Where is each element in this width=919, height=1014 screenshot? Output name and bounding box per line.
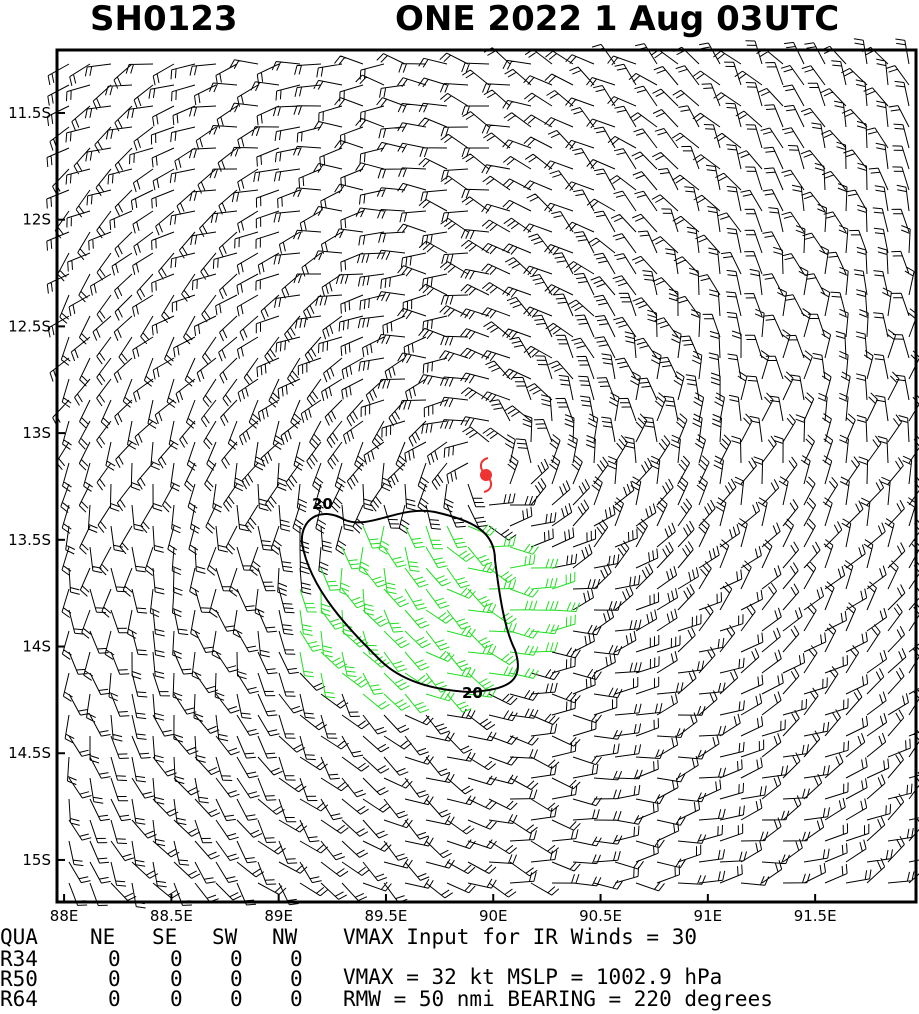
x-tick-label: 90.5E bbox=[579, 907, 622, 925]
table-cell: R34 bbox=[0, 947, 38, 971]
wind-barbs bbox=[46, 38, 919, 909]
axes: 88E 88.5E 89E 89.5E 90E 90.5E 91E 91.5E 11.5S 12S… bbox=[8, 104, 837, 925]
table-header: QUA bbox=[0, 925, 38, 949]
contour bbox=[300, 509, 519, 694]
x-tick-label: 89.5E bbox=[365, 907, 408, 925]
table-cell: 0 bbox=[108, 987, 121, 1011]
x-tick-label: 91.5E bbox=[794, 907, 837, 925]
table-cell: 0 bbox=[230, 987, 243, 1011]
table-cell: R50 bbox=[0, 967, 38, 991]
info-line: VMAX Input for IR Winds = 30 bbox=[343, 925, 697, 949]
x-tick-label: 88E bbox=[50, 907, 79, 925]
table-cell: 0 bbox=[290, 947, 303, 971]
table-header: NE bbox=[90, 925, 115, 949]
info-line: VMAX = 32 kt MSLP = 1002.9 hPa bbox=[343, 965, 722, 989]
y-tick-label: 14S bbox=[22, 638, 51, 656]
x-tick-label: 90E bbox=[479, 907, 508, 925]
map-frame bbox=[55, 48, 918, 904]
storm-center bbox=[480, 457, 492, 493]
table-header: SW bbox=[212, 925, 238, 949]
y-tick-label: 12.5S bbox=[8, 317, 51, 335]
storm-id: SH0123 bbox=[90, 0, 238, 39]
barb-group bbox=[46, 38, 919, 909]
table-cell: 0 bbox=[290, 967, 303, 991]
barb-group-high bbox=[299, 524, 581, 714]
table-cell: 0 bbox=[170, 967, 183, 991]
storm-time: ONE 2022 1 Aug 03UTC bbox=[395, 0, 839, 39]
y-tick-label: 14.5S bbox=[8, 744, 51, 762]
table-cell: R64 bbox=[0, 987, 38, 1011]
x-tick-label: 91E bbox=[694, 907, 723, 925]
table-cell: 0 bbox=[108, 947, 121, 971]
table-header: NW bbox=[272, 925, 298, 949]
y-tick-label: 12S bbox=[22, 211, 51, 229]
table-cell: 0 bbox=[230, 967, 243, 991]
table-cell: 0 bbox=[290, 987, 303, 1011]
table-cell: 0 bbox=[170, 947, 183, 971]
x-tick-label: 88.5E bbox=[150, 907, 193, 925]
y-tick-label: 13S bbox=[22, 424, 51, 442]
info-line: RMW = 50 nmi BEARING = 220 degrees bbox=[343, 987, 773, 1011]
contour-label: 20 bbox=[462, 684, 483, 702]
table-header: SE bbox=[152, 925, 177, 949]
storm-info: VMAX Input for IR Winds = 30 VMAX = 32 k… bbox=[343, 925, 773, 1011]
table-cell: 0 bbox=[230, 947, 243, 971]
table-cell: 0 bbox=[108, 967, 121, 991]
y-tick-label: 15S bbox=[22, 851, 51, 869]
y-tick-label: 11.5S bbox=[8, 104, 51, 122]
x-tick-label: 89E bbox=[264, 907, 293, 925]
contour-label: 20 bbox=[312, 495, 333, 513]
y-tick-label: 13.5S bbox=[8, 531, 51, 549]
table-cell: 0 bbox=[170, 987, 183, 1011]
